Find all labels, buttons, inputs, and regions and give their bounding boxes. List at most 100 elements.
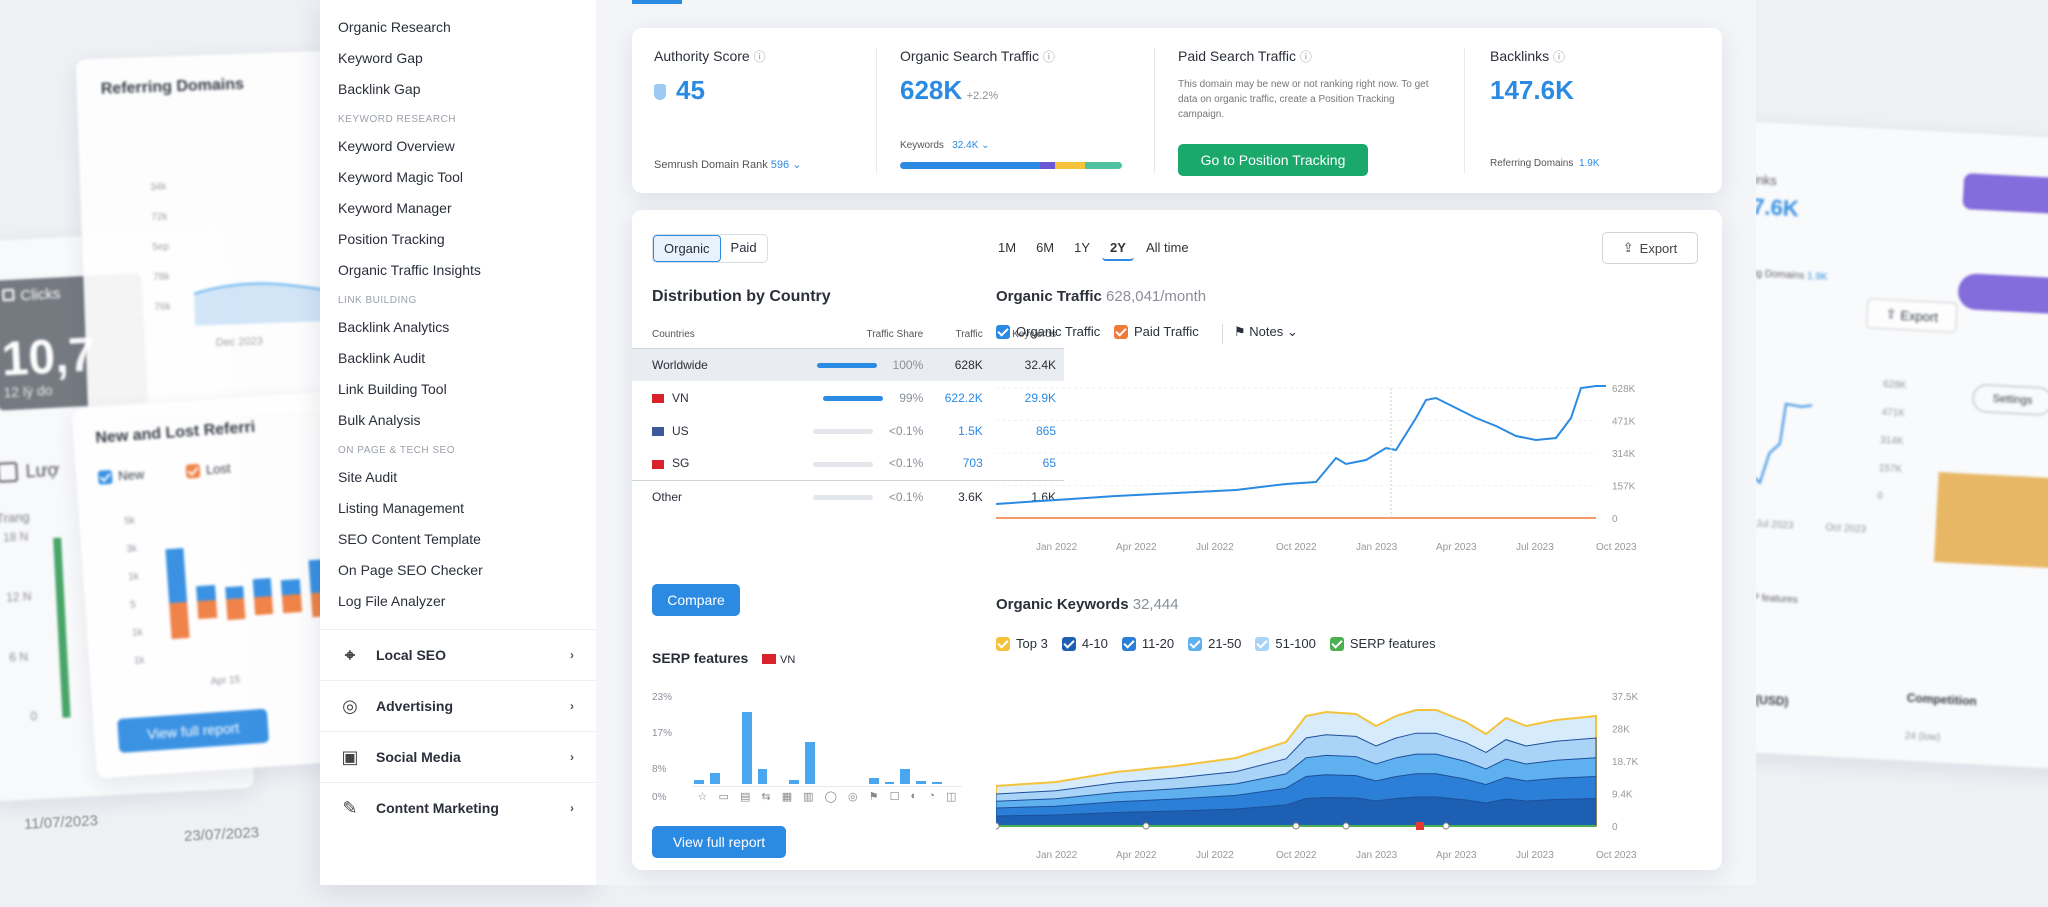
event-marker[interactable]: [996, 822, 1000, 830]
col-traffic[interactable]: Traffic: [955, 329, 983, 341]
sidebar-section[interactable]: ▣ Social Media ›: [320, 731, 596, 782]
serp-bar[interactable]: [805, 742, 816, 784]
sidebar-link[interactable]: Organic Research: [338, 19, 451, 35]
col-traffic-share[interactable]: Traffic Share: [866, 329, 924, 341]
toggle-checkbox[interactable]: [0, 461, 19, 483]
info-icon[interactable]: ⓘ: [1299, 50, 1312, 64]
serp-bar[interactable]: [757, 768, 768, 784]
lost-bar[interactable]: [169, 601, 190, 640]
new-bar[interactable]: [252, 578, 273, 598]
serp-bar[interactable]: [789, 780, 800, 784]
sidebar-link[interactable]: SEO Content Template: [338, 531, 481, 547]
sidebar-section[interactable]: ⌖ Local SEO ›: [320, 629, 596, 680]
time-range-option[interactable]: 2Y: [1102, 236, 1134, 261]
legend-organic-traffic[interactable]: Organic Traffic: [996, 324, 1100, 339]
time-range-option[interactable]: 1Y: [1074, 240, 1091, 255]
serp-feature-icon[interactable]: ▤: [739, 791, 751, 803]
sidebar-link[interactable]: Organic Traffic Insights: [338, 262, 481, 278]
search-pill[interactable]: [1957, 272, 2048, 316]
new-bar[interactable]: [165, 548, 188, 604]
settings-pill[interactable]: Settings: [1971, 383, 2048, 416]
table-row[interactable]: VN 99% 622.2K 29.9K: [632, 381, 1064, 414]
serp-feature-icon[interactable]: ◐: [910, 790, 918, 802]
time-range-option[interactable]: 1M: [998, 240, 1017, 255]
export-button[interactable]: ⇪ Export: [1602, 232, 1698, 264]
keywords-cell[interactable]: 29.9K: [1024, 390, 1056, 405]
notes-dropdown[interactable]: ⚑ Notes ⌄: [1234, 324, 1298, 339]
compare-button[interactable]: Compare: [652, 584, 740, 616]
legend-new[interactable]: New: [97, 467, 145, 485]
sidebar-link[interactable]: Backlink Analytics: [338, 319, 450, 335]
lost-bar[interactable]: [225, 597, 246, 621]
keywords-legend-item[interactable]: SERP features: [1329, 636, 1436, 651]
serp-bar[interactable]: [932, 781, 943, 784]
lost-bar[interactable]: [253, 595, 274, 616]
serp-bar[interactable]: [948, 782, 958, 784]
serp-bar[interactable]: [900, 768, 911, 784]
serp-feature-icon[interactable]: ▭: [718, 791, 729, 803]
traffic-cell[interactable]: 1.5K: [958, 423, 983, 438]
view-full-report-button[interactable]: View full report: [117, 708, 270, 754]
table-row[interactable]: SG <0.1% 703 65: [632, 447, 1064, 480]
serp-bar[interactable]: [853, 782, 863, 784]
serp-bar[interactable]: [916, 780, 927, 784]
sidebar-link[interactable]: Site Audit: [338, 469, 398, 485]
serp-bar[interactable]: [868, 777, 879, 784]
sidebar-link[interactable]: On Page SEO Checker: [338, 562, 483, 578]
event-marker[interactable]: [1292, 822, 1300, 830]
info-icon[interactable]: ⓘ: [1042, 50, 1055, 64]
serp-bar[interactable]: [773, 782, 783, 784]
keywords-legend-item[interactable]: Top 3: [996, 636, 1048, 651]
col-keywords[interactable]: Keywords: [1012, 329, 1056, 341]
serp-bar[interactable]: [821, 782, 831, 784]
traffic-cell[interactable]: 703: [962, 456, 983, 471]
serp-feature-icon[interactable]: ▥: [803, 791, 814, 803]
serp-feature-icon[interactable]: ⇆: [761, 791, 771, 803]
keywords-cell[interactable]: 65: [1042, 456, 1056, 471]
view-full-report-button[interactable]: View full report: [652, 826, 786, 858]
keywords-legend-item[interactable]: 21-50: [1188, 636, 1241, 651]
col-countries[interactable]: Countries: [652, 329, 695, 341]
serp-feature-icon[interactable]: ◔: [928, 790, 935, 802]
event-marker[interactable]: [1342, 822, 1350, 830]
info-icon[interactable]: ⓘ: [753, 50, 766, 64]
time-range-option[interactable]: 6M: [1036, 240, 1055, 255]
go-to-position-tracking-button[interactable]: Go to Position Tracking: [1178, 144, 1368, 176]
serp-bar[interactable]: [709, 772, 720, 784]
tab-organic[interactable]: Organic: [653, 235, 721, 262]
serp-feature-icon[interactable]: ☆: [697, 791, 708, 803]
lost-bar[interactable]: [282, 593, 302, 614]
sidebar-link[interactable]: Bulk Analysis: [338, 412, 421, 428]
sidebar-link[interactable]: Keyword Manager: [338, 200, 452, 216]
sidebar-link[interactable]: Position Tracking: [338, 231, 445, 247]
sidebar-link[interactable]: Link Building Tool: [338, 381, 447, 397]
sidebar-link[interactable]: Backlink Gap: [338, 81, 421, 97]
serp-feature-icon[interactable]: ☐: [889, 791, 900, 803]
table-row[interactable]: Worldwide 100% 628K 32.4K: [632, 348, 1064, 381]
lost-bar[interactable]: [197, 599, 217, 620]
event-marker[interactable]: [1142, 822, 1150, 830]
sidebar-link[interactable]: Keyword Overview: [338, 138, 455, 154]
serp-feature-icon[interactable]: ▦: [781, 791, 793, 803]
sidebar-link[interactable]: Log File Analyzer: [338, 593, 446, 609]
serp-feature-icon[interactable]: ◯: [824, 791, 837, 803]
table-row[interactable]: US <0.1% 1.5K 865: [632, 414, 1064, 447]
serp-feature-icon[interactable]: ⚑: [868, 791, 879, 803]
keywords-legend-item[interactable]: 4-10: [1061, 636, 1108, 651]
info-icon[interactable]: ⓘ: [1553, 50, 1566, 64]
serp-bar[interactable]: [884, 782, 895, 784]
export-button[interactable]: ⇪ Export: [1866, 298, 1958, 333]
serp-bar[interactable]: [694, 780, 704, 784]
sidebar-section[interactable]: ✎ Content Marketing ›: [320, 782, 596, 833]
serp-bar[interactable]: [741, 711, 752, 784]
serp-feature-icon[interactable]: ◎: [848, 791, 858, 803]
event-marker[interactable]: [1442, 822, 1450, 830]
event-marker[interactable]: [1416, 822, 1424, 830]
sidebar-link[interactable]: Keyword Magic Tool: [338, 169, 464, 185]
sidebar-link[interactable]: Keyword Gap: [338, 50, 423, 66]
keywords-cell[interactable]: 865: [1035, 423, 1056, 438]
serp-bar[interactable]: [726, 782, 736, 784]
legend-lost[interactable]: Lost: [185, 461, 231, 479]
serp-feature-icon[interactable]: ◫: [945, 791, 957, 803]
keywords-legend-item[interactable]: 11-20: [1121, 636, 1174, 651]
